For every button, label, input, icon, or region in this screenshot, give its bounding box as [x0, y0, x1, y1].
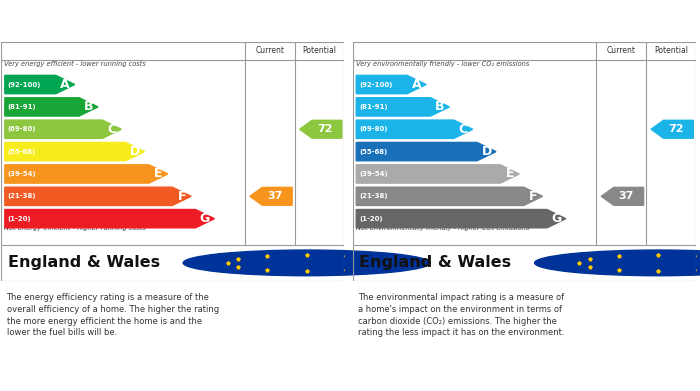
FancyArrow shape — [250, 187, 292, 205]
FancyArrow shape — [356, 98, 449, 116]
FancyArrow shape — [5, 120, 121, 138]
Text: B: B — [435, 100, 444, 113]
Text: G: G — [552, 212, 561, 225]
FancyArrow shape — [356, 142, 496, 161]
Text: Current: Current — [256, 47, 284, 56]
FancyArrow shape — [5, 187, 191, 206]
Text: G: G — [200, 212, 210, 225]
Text: Potential: Potential — [654, 47, 688, 56]
Text: B: B — [84, 100, 93, 113]
Text: EU Directive
2002/91/EC: EU Directive 2002/91/EC — [218, 253, 265, 273]
Text: (69-80): (69-80) — [359, 126, 388, 132]
Circle shape — [535, 250, 700, 276]
Text: F: F — [177, 190, 186, 203]
Text: Not energy efficient - higher running costs: Not energy efficient - higher running co… — [4, 225, 146, 231]
FancyArrow shape — [5, 75, 75, 94]
Text: (81-91): (81-91) — [8, 104, 36, 110]
Circle shape — [183, 250, 430, 276]
Text: (39-54): (39-54) — [359, 171, 388, 177]
FancyArrow shape — [300, 120, 342, 138]
Text: Environmental Impact (CO₂) Rating: Environmental Impact (CO₂) Rating — [358, 19, 590, 32]
Text: EU Directive
2002/91/EC: EU Directive 2002/91/EC — [569, 253, 616, 273]
Text: (21-38): (21-38) — [8, 193, 36, 199]
FancyArrow shape — [356, 210, 566, 228]
Text: E: E — [154, 167, 162, 181]
Text: (39-54): (39-54) — [8, 171, 36, 177]
FancyArrow shape — [601, 187, 643, 205]
Text: England & Wales: England & Wales — [8, 255, 160, 271]
Text: 72: 72 — [668, 124, 684, 134]
Text: (1-20): (1-20) — [359, 216, 383, 222]
Text: (55-68): (55-68) — [8, 149, 36, 154]
Text: (92-100): (92-100) — [8, 82, 41, 88]
Text: (55-68): (55-68) — [359, 149, 387, 154]
FancyArrow shape — [651, 120, 693, 138]
FancyArrow shape — [5, 165, 168, 183]
Text: (1-20): (1-20) — [8, 216, 32, 222]
Text: D: D — [130, 145, 140, 158]
Text: 72: 72 — [317, 124, 332, 134]
Text: 37: 37 — [619, 191, 634, 201]
Text: D: D — [482, 145, 491, 158]
Text: Energy Efficiency Rating: Energy Efficiency Rating — [6, 19, 169, 32]
Text: E: E — [505, 167, 514, 181]
Text: England & Wales: England & Wales — [359, 255, 511, 271]
Text: (92-100): (92-100) — [359, 82, 392, 88]
Text: (69-80): (69-80) — [8, 126, 36, 132]
Text: A: A — [60, 78, 70, 91]
Text: (21-38): (21-38) — [359, 193, 388, 199]
FancyArrow shape — [356, 187, 542, 206]
Text: The energy efficiency rating is a measure of the
overall efficiency of a home. T: The energy efficiency rating is a measur… — [6, 293, 218, 337]
FancyArrow shape — [356, 165, 519, 183]
Text: Potential: Potential — [302, 47, 337, 56]
Text: C: C — [458, 123, 468, 136]
Text: 37: 37 — [267, 191, 283, 201]
FancyArrow shape — [356, 120, 473, 138]
Text: C: C — [107, 123, 116, 136]
Text: The environmental impact rating is a measure of
a home's impact on the environme: The environmental impact rating is a mea… — [358, 293, 564, 337]
FancyArrow shape — [356, 75, 426, 94]
FancyArrow shape — [5, 210, 214, 228]
Text: Not environmentally friendly - higher CO₂ emissions: Not environmentally friendly - higher CO… — [356, 225, 529, 231]
Text: F: F — [528, 190, 538, 203]
Text: (81-91): (81-91) — [359, 104, 388, 110]
Text: Current: Current — [607, 47, 636, 56]
Text: Very environmentally friendly - lower CO₂ emissions: Very environmentally friendly - lower CO… — [356, 61, 529, 67]
Text: Very energy efficient - lower running costs: Very energy efficient - lower running co… — [4, 61, 146, 67]
FancyArrow shape — [5, 142, 145, 161]
FancyArrow shape — [5, 98, 98, 116]
Text: A: A — [412, 78, 421, 91]
